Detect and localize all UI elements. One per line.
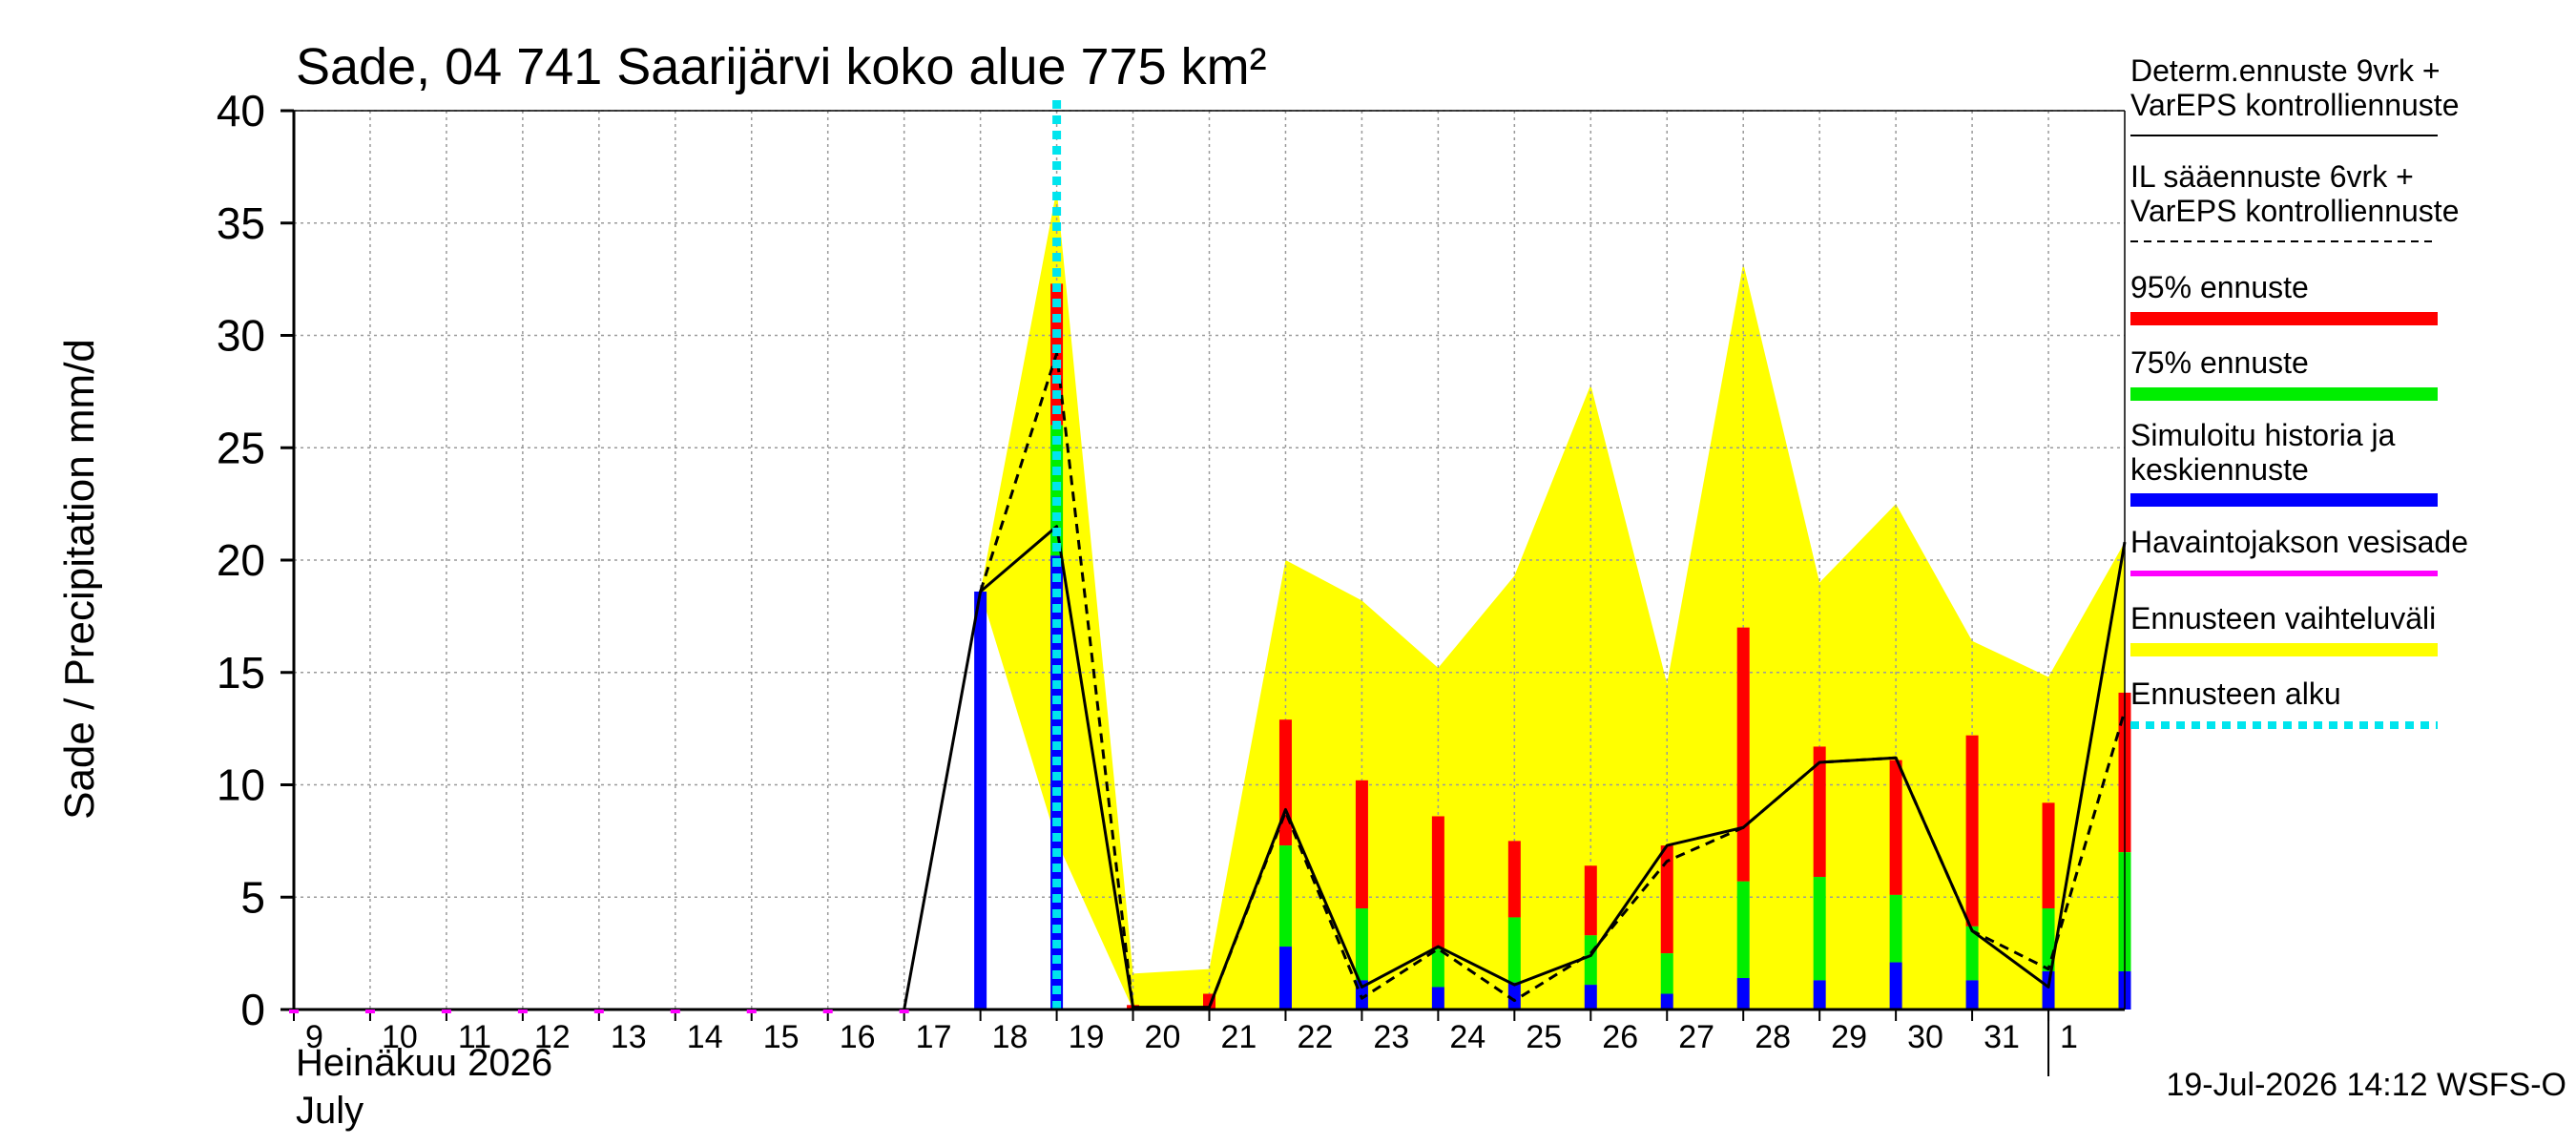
- bar-75-percent: [1507, 917, 1521, 983]
- legend-label: IL sääennuste 6vrk +: [2130, 159, 2414, 194]
- y-tick-label: 5: [240, 872, 265, 922]
- x-tick-label: 22: [1297, 1019, 1333, 1055]
- legend-label: Ennusteen alku: [2130, 677, 2341, 711]
- y-tick-label: 20: [217, 535, 265, 585]
- y-tick-label: 25: [217, 423, 265, 472]
- x-tick-label: 30: [1907, 1019, 1943, 1055]
- bar-95-percent: [1660, 845, 1673, 954]
- bar-median: [1278, 947, 1292, 1010]
- x-tick-label: 26: [1602, 1019, 1638, 1055]
- y-tick-label: 30: [217, 311, 265, 361]
- bar-median: [1584, 985, 1597, 1010]
- bar-95-percent: [1736, 627, 1750, 882]
- bar-95-percent: [1278, 719, 1292, 846]
- x-tick-label: 20: [1145, 1019, 1181, 1055]
- x-tick-label: 13: [611, 1019, 647, 1055]
- legend-label: Ennusteen vaihteluväli: [2130, 601, 2436, 635]
- x-tick-label: 15: [763, 1019, 800, 1055]
- y-tick-label: 0: [240, 985, 265, 1034]
- x-tick-label: 28: [1755, 1019, 1791, 1055]
- x-tick-label: 18: [992, 1019, 1028, 1055]
- bar-median: [1965, 980, 1979, 1010]
- bar-95-percent: [1584, 865, 1597, 936]
- x-tick-label: 16: [840, 1019, 876, 1055]
- axes: 0 5 10 15 20 25 30 35 40 9 10 11 12 13 14 15 16 17 18 19 20 2…: [217, 86, 2126, 1076]
- footer-timestamp: 19-Jul-2026 14:12 WSFS-O: [2166, 1067, 2566, 1103]
- legend-label: 95% ennuste: [2130, 270, 2309, 304]
- bar-75-percent: [1965, 926, 1979, 981]
- y-axis-label: Sade / Precipitation mm/d: [56, 339, 103, 820]
- legend-label: Simuloitu historia ja: [2130, 418, 2396, 452]
- legend: Determ.ennuste 9vrk +VarEPS kontrollienn…: [2130, 53, 2468, 729]
- x-tick-label: 12: [534, 1019, 571, 1055]
- y-tick-label: 40: [217, 86, 265, 135]
- y-tick-label: 15: [217, 648, 265, 697]
- range-band-area: [980, 189, 2125, 1010]
- x-tick-label: 31: [1984, 1019, 2020, 1055]
- y-tick-label: 35: [217, 198, 265, 248]
- bar-75-percent: [1431, 948, 1444, 988]
- bar-75-percent: [1355, 908, 1368, 981]
- chart-title: Sade, 04 741 Saarijärvi koko alue 775 km…: [296, 38, 1267, 95]
- bar-95-percent: [1813, 746, 1826, 878]
- x-tick-label: 17: [916, 1019, 952, 1055]
- y-tick-label: 10: [217, 760, 265, 810]
- bar-75-percent: [1278, 845, 1292, 947]
- bar-median: [1736, 978, 1750, 1010]
- bar-median: [1813, 980, 1826, 1010]
- bar-75-percent: [1584, 935, 1597, 986]
- bar-95-percent: [1431, 816, 1444, 949]
- legend-label: Determ.ennuste 9vrk +: [2130, 53, 2441, 88]
- bar-95-percent: [2042, 802, 2055, 909]
- bar-median: [1660, 993, 1673, 1010]
- x-axis-month-label: Heinäkuu 2026: [296, 1042, 552, 1084]
- legend-label-line2: VarEPS kontrolliennuste: [2130, 194, 2459, 228]
- x-tick-label: 27: [1678, 1019, 1714, 1055]
- bar-95-percent: [1507, 841, 1521, 918]
- bar-95-percent: [1355, 780, 1368, 909]
- x-tick-label: 25: [1526, 1019, 1562, 1055]
- legend-label: 75% ennuste: [2130, 345, 2309, 380]
- bar-median: [1889, 962, 1902, 1010]
- bar-median: [2042, 970, 2055, 1010]
- bar-median: [1507, 982, 1521, 1010]
- x-tick-label: 11: [458, 1019, 491, 1055]
- bar-median: [974, 591, 987, 1010]
- x-tick-label: 1: [2060, 1019, 2078, 1055]
- x-tick-label: 14: [687, 1019, 723, 1055]
- bar-95-percent: [1889, 760, 1902, 895]
- legend-label-line2: keskiennuste: [2130, 452, 2309, 487]
- bar-75-percent: [1813, 877, 1826, 981]
- x-tick-label: 9: [305, 1019, 323, 1055]
- x-tick-label: 19: [1069, 1019, 1105, 1055]
- forecast-range-band: [980, 189, 2125, 1010]
- legend-label: Havaintojakson vesisade: [2130, 525, 2468, 559]
- x-tick-label: 23: [1373, 1019, 1409, 1055]
- bar-75-percent: [1736, 881, 1750, 979]
- legend-label-line2: VarEPS kontrolliennuste: [2130, 88, 2459, 122]
- x-axis-month-label-en: July: [296, 1090, 364, 1132]
- x-tick-label: 21: [1221, 1019, 1257, 1055]
- bar-median: [1431, 987, 1444, 1010]
- x-tick-label: 24: [1449, 1019, 1485, 1055]
- x-tick-label: 10: [382, 1019, 418, 1055]
- bar-95-percent: [1965, 735, 1979, 926]
- x-tick-label: 29: [1831, 1019, 1867, 1055]
- bar-75-percent: [1889, 894, 1902, 963]
- bar-75-percent: [1660, 953, 1673, 994]
